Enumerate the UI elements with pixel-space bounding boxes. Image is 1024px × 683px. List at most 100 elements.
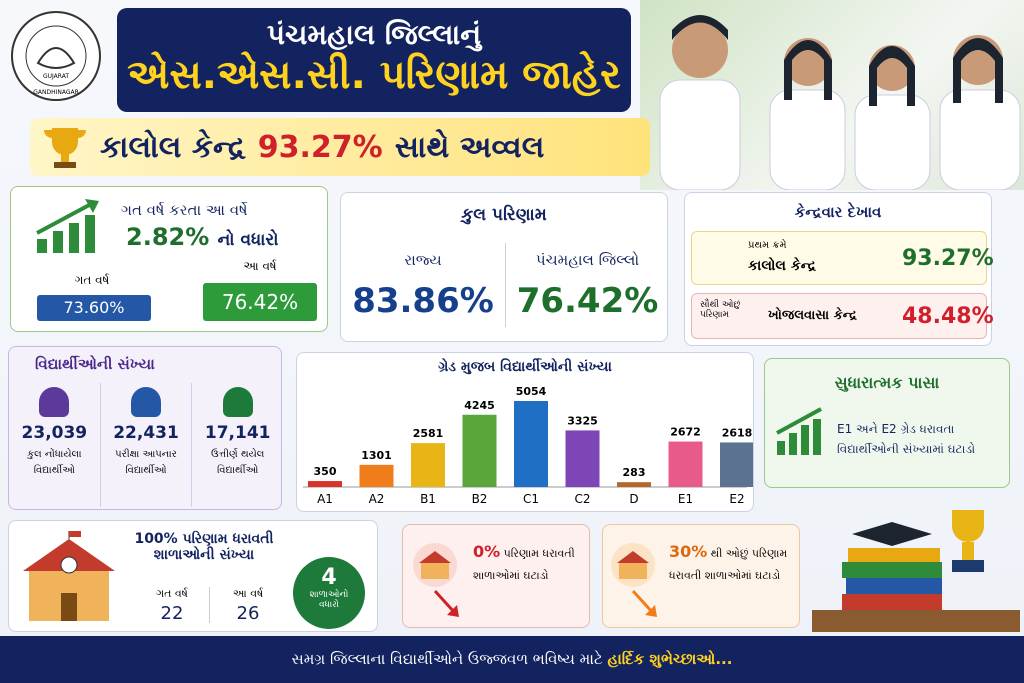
banner: કાલોલ કેન્દ્ર 93.27% સાથે અવ્વલ [30, 118, 650, 176]
header-line1: પંચમહાલ જિલ્લાનું [266, 18, 482, 51]
header-line2: એસ.એસ.સી. પરિણામ જાહેર [127, 52, 621, 98]
value-label: 2618 [722, 426, 753, 439]
header: પંચમહાલ જિલ્લાનું એસ.એસ.સી. પરિણામ જાહેર [117, 8, 631, 112]
students-items: 23,039 કુલ નોંધાયેલા વિદ્યાર્થીઓ 22,431 પરી… [9, 383, 283, 507]
top-label: પ્રથમ ક્રમે [748, 240, 787, 251]
photo-illustration [659, 15, 1021, 191]
value-label: 5054 [516, 385, 547, 398]
increase-value: 2.82% [126, 223, 210, 251]
school-icon [23, 531, 115, 621]
banner-percent: 93.27% [257, 129, 383, 165]
schools-panel: 100% પરિણામ ધરાવતી શાળાઓની સંખ્યા ગત વર્… [8, 520, 378, 632]
below-30-text: 30% થી ઓછું પરિણામ ધરાવતી શાળાઓમાં ઘટાડો [669, 541, 797, 587]
stat-icon [39, 387, 70, 417]
overall-panel: કુલ પરિણામ રાજ્ય 83.86% પંચમહાલ જિલ્લો 7… [340, 192, 668, 342]
bar [359, 464, 394, 487]
bar [668, 441, 703, 487]
x-tick-label: E2 [729, 492, 744, 506]
overall-title: કુલ પરિણામ [461, 205, 547, 225]
x-tick-label: E1 [678, 492, 693, 506]
low-value: 48.48% [902, 304, 994, 329]
chart: ગ્રેડ મુજબ વિદ્યાર્થીઓની સંખ્યા 350 A1 130… [303, 357, 754, 506]
zero-result-panel: 0% પરિણામ ધરાવતી શાળાઓમાં ઘટાડો [402, 524, 590, 628]
value-label: 1301 [361, 449, 392, 462]
divider [505, 243, 506, 327]
school-down-icon [413, 543, 459, 617]
improvement-title: સુધારાત્મક પાસા [834, 373, 940, 392]
stat-label: ઉત્તીર્ણ થયેલ વિદ્યાર્થીઓ [210, 449, 265, 476]
value-label: 283 [623, 466, 646, 479]
bar [617, 482, 651, 487]
stat-value: 23,039 [21, 423, 88, 443]
x-tick-label: C1 [523, 492, 539, 506]
below-30-panel: 30% થી ઓછું પરિણામ ધરાવતી શાળાઓમાં ઘટાડો [602, 524, 800, 628]
top-name: કાલોલ કેન્દ્ર [748, 258, 817, 274]
divider [209, 587, 210, 623]
x-tick-label: B2 [472, 492, 488, 506]
x-tick-label: D [629, 492, 638, 506]
schools-title: 100% પરિણામ ધરાવતી શાળાઓની સંખ્યા [134, 531, 274, 563]
trophy-icon [44, 128, 86, 168]
value-label: 2581 [413, 427, 444, 440]
chart-panel: ગ્રેડ મુજબ વિદ્યાર્થીઓની સંખ્યા 350 A1 130… [296, 352, 754, 512]
x-tick-label: C2 [574, 492, 590, 506]
stat-icon [222, 387, 253, 417]
low-center: સૌથી ઓછું પરિણામ ખોજલવાસા કેન્દ્ર 48.48% [691, 293, 994, 339]
low-label: સૌથી ઓછું પરિણામ [700, 300, 741, 320]
books-decoration [812, 510, 1020, 632]
bar [565, 430, 600, 487]
value-label: 350 [314, 465, 337, 478]
growth-title: ગત વર્ષ કરતા આ વર્ષે [121, 201, 248, 219]
student-stat: 22,431 પરીક્ષા આપનાર વિદ્યાર્થીઓ [101, 383, 193, 507]
increase-label: શાળાઓનો વધારો [309, 590, 349, 610]
student-stat: 17,141 ઉત્તીર્ણ થયેલ વિદ્યાર્થીઓ [192, 383, 283, 507]
schools-increase: 4 શાળાઓનો વધારો [293, 557, 365, 629]
state-value: 83.86% [352, 281, 494, 321]
stat-icon [131, 387, 161, 417]
bar [411, 443, 445, 487]
stat-label: કુલ નોંધાયેલા વિદ્યાર્થીઓ [27, 449, 82, 476]
improvement-text: E1 અને E2 ગ્રેડ ધરાવતા વિદ્યાર્થીઓની સંખ… [837, 422, 976, 456]
school-down-icon [611, 543, 657, 617]
district-label: પંચમહાલ જિલ્લો [535, 251, 640, 269]
improvement-panel: સુધારાત્મક પાસા E1 અને E2 ગ્રેડ ધરાવતા વ… [764, 358, 1010, 488]
footer-text: સમગ્ર જિલ્લાના વિદ્યાર્થીઓને ઉજ્જવળ ભવિષ… [291, 650, 603, 668]
top-value: 93.27% [902, 246, 994, 271]
students-title: વિદ્યાર્થીઓની સંખ્યા [35, 355, 155, 373]
schools-this-value: 26 [236, 603, 260, 624]
centers-panel: કેન્દ્રવાર દેખાવ પ્રથમ ક્રમે કાલોલ કેન્દ… [684, 192, 994, 346]
banner-center: કાલોલ કેન્દ્ર [100, 129, 246, 165]
schools-last-label: ગત વર્ષ [156, 587, 188, 600]
value-label: 4245 [464, 399, 495, 412]
x-tick-label: B1 [420, 492, 436, 506]
bar [308, 481, 342, 487]
banner-suffix: સાથે અવ્વલ [394, 129, 545, 165]
footer: સમગ્ર જિલ્લાના વિદ્યાર્થીઓને ઉજ્જવળ ભવિષ… [0, 636, 1024, 683]
students-panel: વિદ્યાર્થીઓની સંખ્યા 23,039 કુલ નોંધાયેલા… [8, 346, 282, 510]
growth-icon [36, 199, 99, 253]
last-year-label: ગત વર્ષ [74, 273, 110, 287]
value-label: 3325 [567, 414, 598, 427]
logo-bottom: GANDHINAGAR [33, 89, 79, 96]
x-tick-label: A2 [369, 492, 385, 506]
stat-value: 17,141 [204, 423, 271, 443]
increase-value: 4 [321, 565, 337, 590]
below-30-highlight: 30% [669, 542, 708, 561]
growth-increase: 2.82% નો વધારો [126, 223, 278, 251]
schools-last-value: 22 [160, 603, 184, 624]
bar [720, 442, 754, 487]
student-stat: 23,039 કુલ નોંધાયેલા વિદ્યાર્થીઓ [9, 383, 101, 507]
increase-suffix: નો વધારો [217, 230, 279, 250]
zero-highlight: 0% [473, 542, 501, 561]
state-label: રાજ્ય [404, 251, 442, 269]
this-year-label: આ વર્ષ [243, 259, 277, 273]
footer-highlight: હાર્દિક શુભેચ્છાઓ... [607, 650, 733, 668]
district-value: 76.42% [516, 281, 659, 321]
stat-label: પરીક્ષા આપનાર વિદ્યાર્થીઓ [115, 449, 177, 476]
growth-panel: ગત વર્ષ કરતા આ વર્ષે 2.82% નો વધારો ગત વ… [10, 186, 328, 332]
centers-title: કેન્દ્રવાર દેખાવ [794, 203, 882, 221]
x-tick-label: A1 [317, 492, 333, 506]
zero-text: પરિણામ ધરાવતી શાળાઓમાં ઘટાડો [473, 547, 575, 582]
below-30-body: થી ઓછું પરિણામ ધરાવતી શાળાઓમાં ઘટાડો [669, 547, 788, 582]
